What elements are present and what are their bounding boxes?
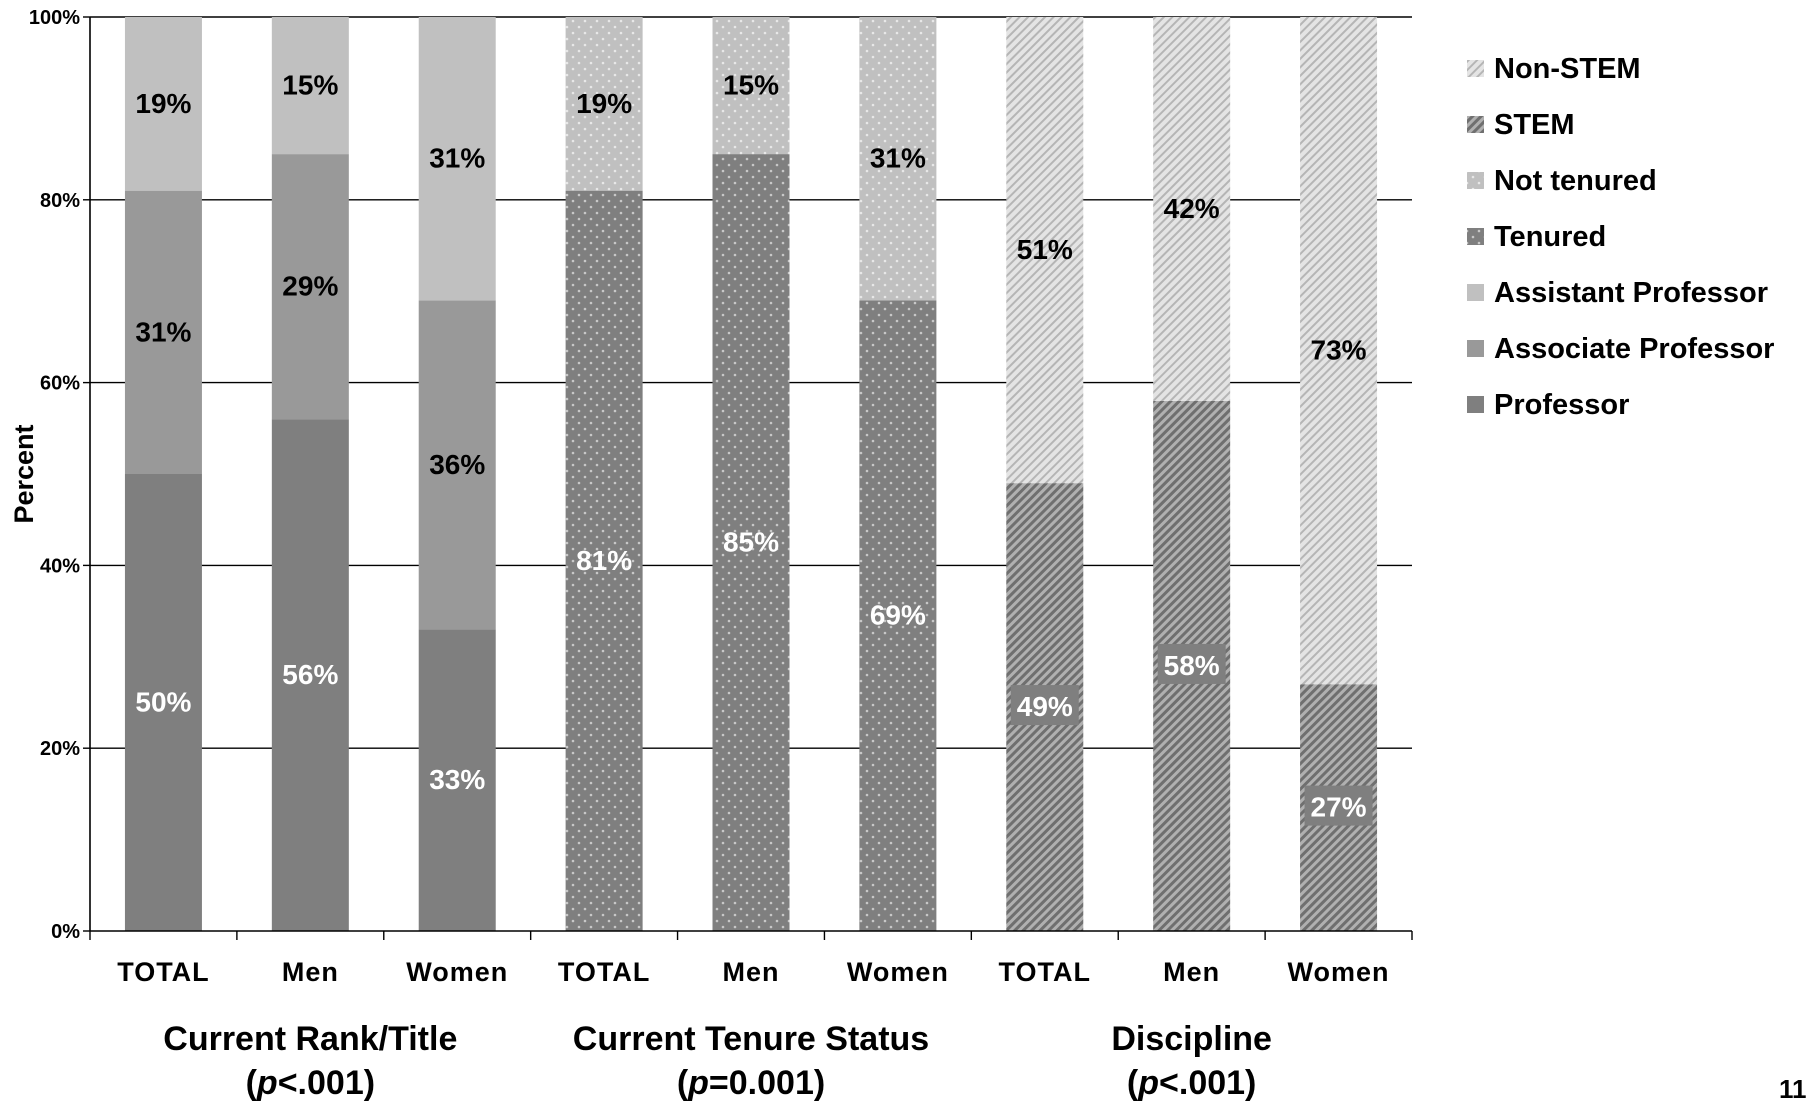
value-labels-layer: 50% 31% 19% 56% 29% 15% 33% 36% 31% 81% 19% 85% 15% 6…: [135, 70, 1373, 826]
bars-layer: [124, 17, 1378, 932]
data-label: 19%: [135, 88, 191, 119]
legend-label: Not tenured: [1494, 165, 1657, 197]
x-category-label: Women: [406, 957, 508, 987]
legend-label: Tenured: [1494, 221, 1606, 253]
legend-swatch: [1467, 228, 1484, 245]
axis-layer: 0% 20% 40% 60% 80% 100% TOTAL Men Women TOTAL Men W…: [9, 7, 1413, 1102]
group-label: Current Tenure Status: [573, 1020, 929, 1058]
data-label: 56%: [282, 659, 338, 690]
x-category-label: Men: [282, 957, 339, 987]
legend-swatch: [1467, 60, 1484, 77]
group-stat: (p<.001): [246, 1064, 375, 1102]
legend-label: Associate Professor: [1494, 333, 1774, 365]
data-label: 19%: [576, 88, 632, 119]
bar-segment: [418, 17, 496, 301]
bar-segment: [124, 474, 202, 931]
legend-label: Non-STEM: [1494, 53, 1641, 85]
legend-swatch: [1467, 172, 1484, 189]
legend-label: Assistant Professor: [1494, 277, 1768, 309]
data-label-bg: [1304, 785, 1373, 826]
x-category-label: Men: [723, 957, 780, 987]
data-label: 50%: [135, 687, 191, 718]
bar-segment: [565, 17, 643, 191]
data-label: 42%: [1164, 193, 1220, 224]
y-tick-label: 40%: [40, 555, 80, 577]
data-label: 27%: [1311, 792, 1367, 823]
data-label: 31%: [870, 143, 926, 174]
legend-label: STEM: [1494, 109, 1575, 141]
bar-segment: [418, 629, 496, 931]
legend-swatch: [1467, 340, 1484, 357]
data-label-bg: [1010, 685, 1079, 726]
x-category-label: TOTAL: [117, 957, 210, 987]
legend: Non-STEM STEM Not tenured Tenured Assistant …: [1467, 53, 1774, 421]
legend-swatch: [1467, 396, 1484, 413]
data-label: 69%: [870, 600, 926, 631]
x-category-label: TOTAL: [999, 957, 1092, 987]
data-label: 36%: [429, 449, 485, 480]
bar-segment: [271, 154, 349, 420]
data-label-bg: [1157, 643, 1226, 684]
bar-segment: [418, 300, 496, 630]
y-tick-label: 20%: [40, 738, 80, 760]
y-axis-title: Percent: [9, 424, 39, 523]
bar-segment: [1153, 17, 1231, 401]
x-category-label: TOTAL: [558, 957, 651, 987]
bar-segment: [124, 190, 202, 474]
legend-swatch: [1467, 116, 1484, 133]
y-tick-label: 80%: [40, 190, 80, 212]
page-number: 11: [1779, 1074, 1807, 1103]
data-label: 29%: [282, 271, 338, 302]
bar-segment: [124, 17, 202, 191]
bar-segment: [1300, 17, 1378, 685]
data-label: 31%: [429, 143, 485, 174]
x-category-label: Women: [847, 957, 949, 987]
data-label: 49%: [1017, 691, 1073, 722]
group-stat: (p=0.001): [677, 1064, 825, 1102]
group-label: Current Rank/Title: [163, 1020, 457, 1058]
group-label: Discipline: [1111, 1020, 1272, 1058]
data-label: 73%: [1311, 335, 1367, 366]
y-tick-label: 100%: [29, 7, 80, 29]
bar-segment: [1006, 17, 1084, 484]
data-label: 51%: [1017, 234, 1073, 265]
data-label: 31%: [135, 316, 191, 347]
bar-segment: [859, 17, 937, 301]
legend-swatch: [1467, 284, 1484, 301]
data-label: 85%: [723, 527, 779, 558]
data-label: 81%: [576, 545, 632, 576]
group-stat: (p<.001): [1127, 1064, 1256, 1102]
bar-segment: [712, 154, 790, 932]
y-tick-label: 60%: [40, 373, 80, 395]
legend-label: Professor: [1494, 389, 1629, 421]
bar-segment: [271, 17, 349, 155]
bar-segment: [712, 17, 790, 155]
data-label: 58%: [1164, 650, 1220, 681]
x-category-label: Men: [1163, 957, 1220, 987]
x-category-label: Women: [1288, 957, 1390, 987]
bar-segment: [565, 190, 643, 931]
y-tick-label: 0%: [51, 921, 80, 943]
data-label: 33%: [429, 764, 485, 795]
data-label: 15%: [723, 70, 779, 101]
data-label: 15%: [282, 70, 338, 101]
bar-segment: [271, 419, 349, 931]
bar-segment: [859, 300, 937, 932]
